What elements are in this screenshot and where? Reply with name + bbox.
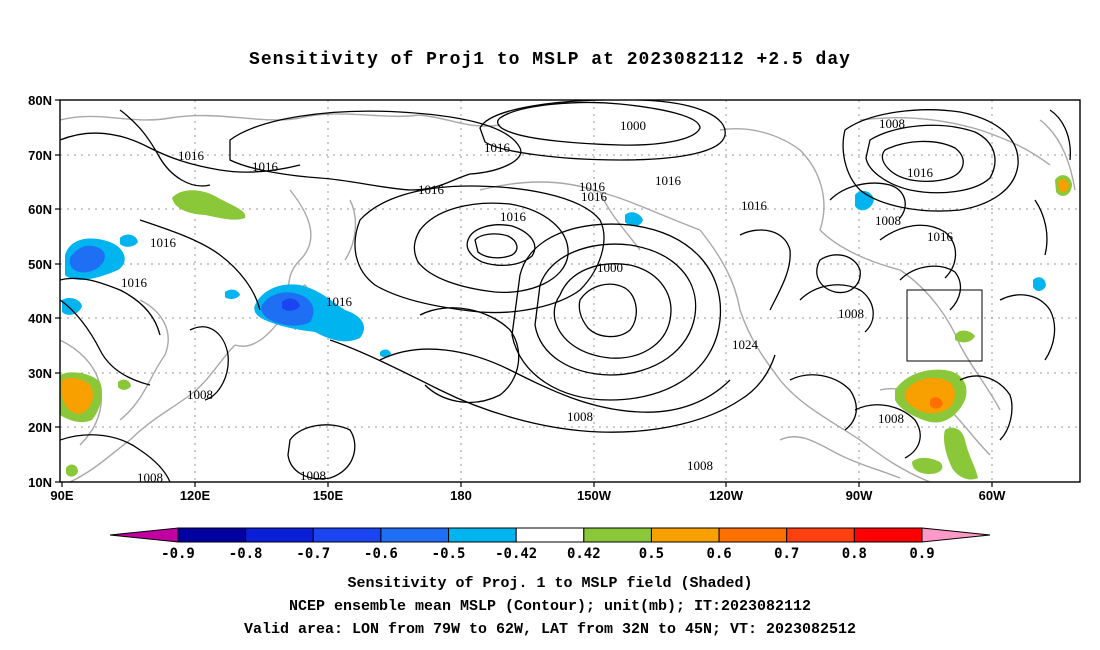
contour-label: 1008 [137,470,163,485]
colorbar-cell [380,527,450,543]
contour-label: 1008 [838,306,864,321]
contour-label: 1000 [620,118,646,133]
map-frame [60,100,1080,482]
contour-label: 1016 [500,209,527,224]
contour-label: 1016 [326,294,353,309]
colorbar-label: 0.6 [706,546,731,562]
lon-label: 150E [313,488,344,503]
colorbar-low-arrow [109,527,179,543]
contour-label: 1016 [418,182,445,197]
map-border [59,99,1081,483]
caption-valid-area: Valid area: LON from 79W to 62W, LAT fro… [243,621,857,638]
lat-label: 20N [28,420,52,435]
colorbar-label: 0.9 [909,546,934,562]
lon-label: 90E [50,488,73,503]
contour-label: 1024 [732,337,759,352]
contour-label: 1008 [879,116,905,131]
colorbar-cell [245,527,314,543]
colorbar-cell [312,527,382,543]
colorbar-cell [718,527,788,543]
lon-label: 90W [846,488,873,503]
colorbar-label: -0.6 [364,546,398,562]
contour-label: 1016 [484,140,511,155]
colorbar-cell [448,527,517,543]
contour-label: 1016 [655,173,682,188]
colorbar-label: -0.42 [495,546,537,562]
contour-label: 1008 [687,458,713,473]
lon-label: 120E [180,488,211,503]
colorbar-cell [583,527,652,543]
contour-label: 1008 [567,409,593,424]
lat-label: 30N [28,366,52,381]
colorbar-cell [515,527,585,543]
colorbar-label: 0.5 [639,546,664,562]
contour-label: 1016 [150,235,177,250]
longitude-labels: 90E 120E 150E 180 150W 120W 90W 60W [50,488,1006,503]
colorbar-label: -0.8 [229,546,263,562]
colorbar-label: -0.7 [296,546,330,562]
lat-label: 50N [28,257,52,272]
colorbar-label: 0.42 [567,546,601,562]
contour-label: 1008 [300,468,326,483]
lat-label: 10N [28,475,52,490]
colorbar-label: 0.8 [842,546,867,562]
contour-label: 1008 [878,411,904,426]
lon-label: 150W [577,488,612,503]
latitude-labels: 80N 70N 60N 50N 40N 30N 20N 10N [28,93,52,490]
contour-label: 1008 [875,213,901,228]
contour-label: 1008 [187,387,213,402]
contour-label: 1016 [741,198,768,213]
lat-label: 80N [28,93,52,108]
colorbar-cell [853,527,923,543]
colorbar-label: -0.5 [432,546,466,562]
mslp-contours [60,100,1071,482]
lat-label: 60N [28,202,52,217]
map-title: Sensitivity of Proj1 to MSLP at 20230821… [249,50,851,70]
colorbar-cell [177,527,247,543]
contour-label: 1016 [907,165,934,180]
caption-contour: NCEP ensemble mean MSLP (Contour); unit(… [288,598,812,615]
colorbar-high-arrow [921,527,991,543]
colorbar: -0.9 -0.8 -0.7 -0.6 -0.5 -0.42 0.42 0.5 0.6 0.7 0.… [109,527,991,562]
contour-label: 1016 [581,189,608,204]
colorbar-cell [650,527,720,543]
lon-label: 180 [450,488,472,503]
colorbar-label: 0.7 [774,546,799,562]
lon-label: 120W [709,488,744,503]
valid-area-box [906,289,983,362]
lon-label: 60W [979,488,1006,503]
contour-label: 1016 [178,148,205,163]
contour-label: 1016 [121,275,148,290]
lat-label: 70N [28,148,52,163]
lat-label: 40N [28,311,52,326]
contour-label: 1000 [597,260,623,275]
contour-label: 1016 [927,229,954,244]
colorbar-label: -0.9 [161,546,195,562]
sensitivity-shading [60,175,1072,480]
contour-label: 1016 [252,159,279,174]
contour-label: 1016 [579,179,606,194]
colorbar-cell [786,527,855,543]
caption-shaded: Sensitivity of Proj. 1 to MSLP field (Sh… [347,575,753,592]
